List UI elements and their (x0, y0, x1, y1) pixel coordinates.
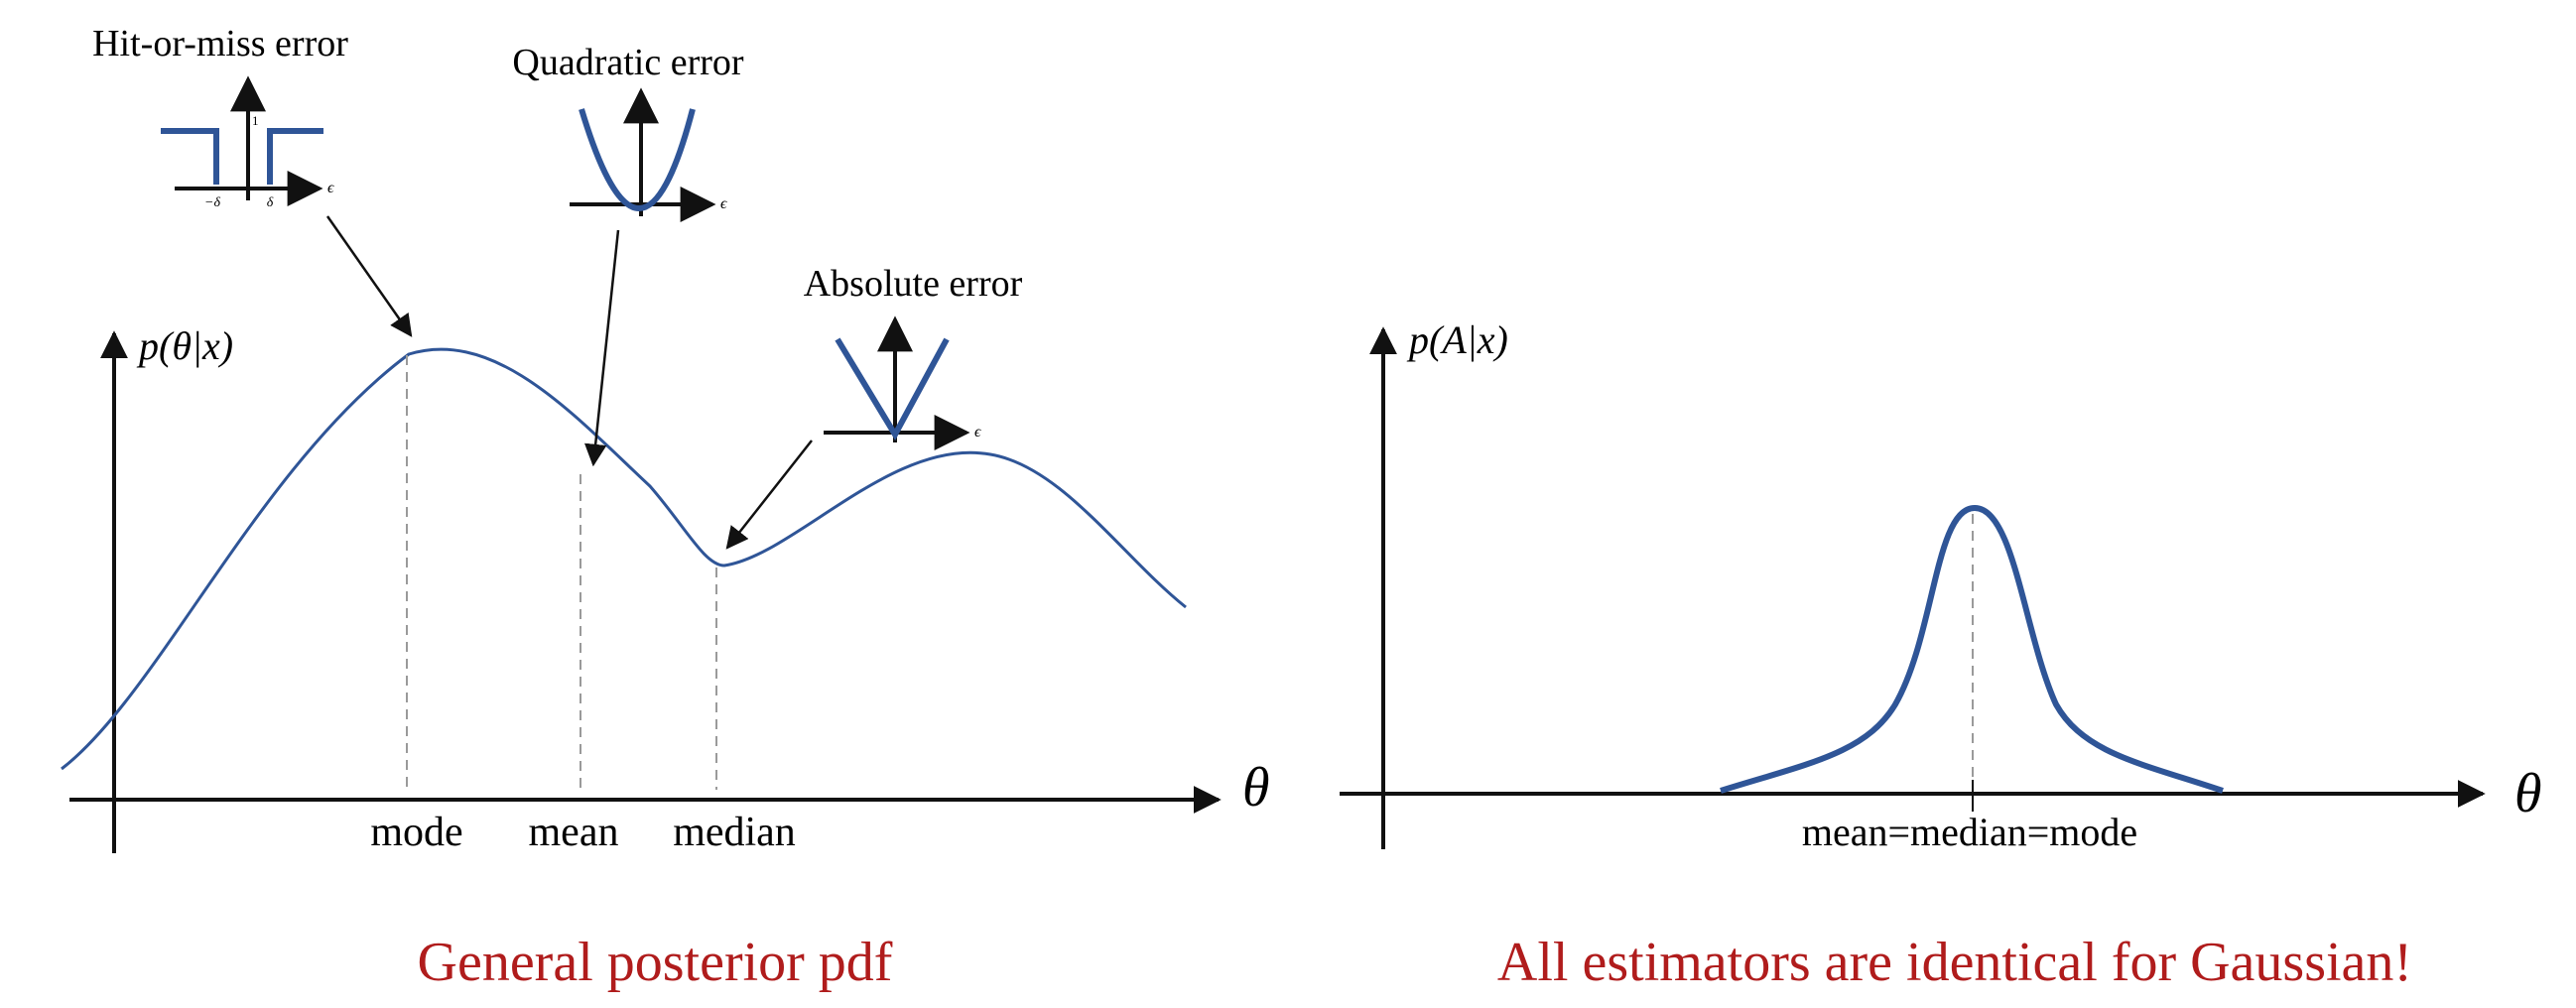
quadratic-title: Quadratic error (512, 42, 743, 83)
right-caption: All estimators are identical for Gaussia… (1497, 932, 2412, 993)
right-tick-label: mean=median=mode (1802, 810, 2137, 854)
absolute-title: Absolute error (804, 263, 1023, 305)
absolute-v-curve (835, 337, 950, 441)
gaussian-curve (1720, 504, 2224, 794)
hit-or-miss-left-step (161, 128, 219, 185)
left-y-label: p(θ|x) (136, 323, 233, 368)
quadratic-pointer-arrow (583, 229, 620, 467)
hit-or-miss-right-step (267, 128, 323, 185)
hit-or-miss-pointer-arrow (325, 215, 413, 337)
mode-label: mode (370, 810, 462, 855)
left-x-label: θ (1242, 757, 1270, 819)
quadratic-inset: Quadratic error ϵ (512, 42, 744, 222)
hit-or-miss-neg-delta: −δ (204, 195, 220, 210)
hit-or-miss-inset: Hit-or-miss error 1 −δ δ ϵ (92, 23, 348, 210)
left-panel: p(θ|x) θ mode mean median Hit-or-miss er… (61, 23, 1270, 993)
hit-or-miss-title: Hit-or-miss error (92, 23, 348, 64)
hit-or-miss-one-label: 1 (252, 113, 259, 128)
absolute-pointer-arrow (725, 440, 813, 550)
quadratic-curve (579, 108, 696, 211)
right-y-label: p(A|x) (1406, 317, 1508, 362)
left-caption: General posterior pdf (418, 932, 893, 993)
hit-or-miss-pos-delta: δ (267, 195, 274, 210)
mean-label: mean (529, 810, 619, 855)
quadratic-epsilon: ϵ (720, 195, 727, 212)
median-label: median (673, 810, 796, 855)
absolute-epsilon: ϵ (974, 424, 981, 441)
hit-or-miss-epsilon: ϵ (327, 180, 334, 196)
right-panel: p(A|x) θ mean=median=mode All estimators… (1340, 317, 2542, 993)
absolute-inset: Absolute error ϵ (804, 263, 1023, 450)
posterior-curve (61, 347, 1187, 771)
right-x-label: θ (2514, 763, 2542, 824)
